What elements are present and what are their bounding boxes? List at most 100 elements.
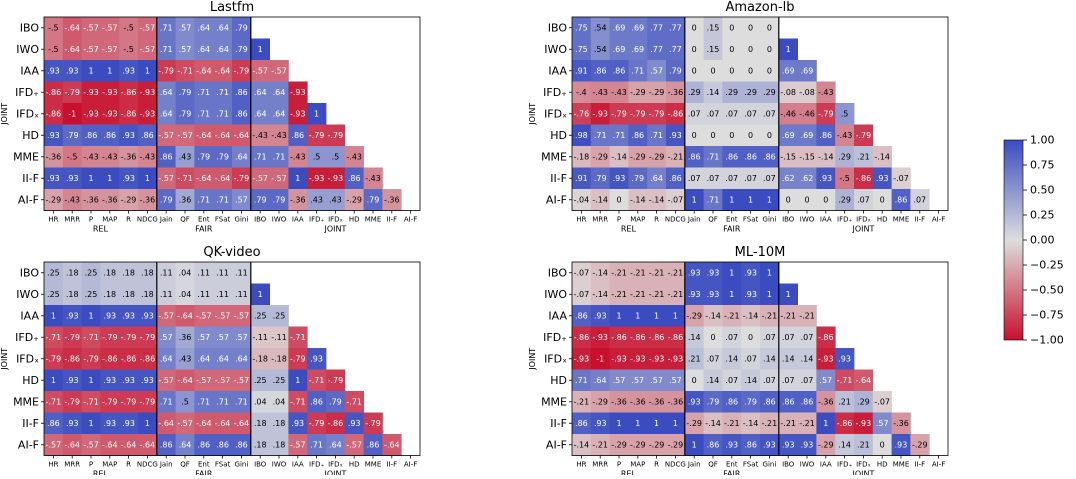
heatmap-cell: [100, 412, 120, 435]
cell-value-label: .64: [216, 45, 229, 54]
cell-value-label: -.86: [328, 419, 344, 428]
heatmap-cell: [572, 369, 592, 392]
cell-value-label: -.93: [83, 109, 99, 118]
cell-value-label: -.57: [83, 45, 99, 54]
row-tick-label: II-F: [22, 417, 39, 430]
col-tick-label: IWO: [272, 461, 287, 469]
cell-value-label: 0: [880, 440, 885, 449]
heatmap-cell: [138, 283, 158, 306]
cell-value-label: -.21: [780, 419, 796, 428]
cell-value-label: .77: [669, 23, 682, 32]
cell-value-label: .86: [160, 440, 173, 449]
heatmap-cell: [910, 434, 930, 456]
cell-value-label: -.71: [309, 376, 325, 385]
col-tick-label: FSat: [743, 461, 759, 469]
cell-value-label: 1: [88, 66, 93, 75]
heatmap-cell: [232, 60, 252, 82]
col-tick-label: Ent: [198, 216, 210, 224]
heatmap-cell: [100, 60, 120, 82]
cell-value-label: .07: [725, 376, 738, 385]
col-tick-label: MRR: [64, 461, 80, 469]
heatmap-cell: [647, 369, 667, 392]
cell-value-label: .71: [613, 131, 626, 140]
cell-value-label: .93: [66, 376, 79, 385]
heatmap-cell: [62, 412, 82, 435]
cell-value-label: -.93: [574, 354, 590, 363]
heatmap-cell: [382, 189, 402, 211]
heatmap-cell: [572, 38, 592, 61]
cell-value-label: .93: [47, 66, 60, 75]
heatmap-cell: [326, 189, 346, 211]
cell-value-label: -.93: [102, 109, 118, 118]
col-tick-label: II-F: [914, 216, 925, 224]
heatmap-cell: [156, 189, 176, 211]
heatmap-cell: [119, 17, 139, 39]
heatmap-cell: [363, 412, 383, 435]
cell-value-label: .86: [669, 174, 682, 183]
cell-value-label: 1: [107, 174, 112, 183]
cell-value-label: .93: [47, 174, 60, 183]
heatmap-cell: [703, 124, 723, 147]
heatmap-cell: [232, 412, 252, 435]
col-tick-label: P: [617, 461, 621, 469]
cell-value-label: -.36: [630, 397, 646, 406]
heatmap-cell: [778, 434, 798, 456]
heatmap-cell: [62, 146, 82, 168]
cell-value-label: -.86: [121, 88, 137, 97]
cell-value-label: -.21: [630, 268, 646, 277]
cell-value-label: .11: [235, 268, 248, 277]
cell-value-label: -.93: [140, 88, 156, 97]
heatmap-cell: [797, 146, 817, 168]
cell-value-label: 0: [692, 23, 697, 32]
cell-value-label: .14: [763, 354, 776, 363]
cell-value-label: -.93: [290, 88, 306, 97]
heatmap-cell: [572, 434, 592, 456]
heatmap-cell: [307, 103, 327, 125]
cell-value-label: .57: [179, 45, 192, 54]
heatmap-cell: [684, 305, 704, 327]
heatmap-cell: [81, 146, 101, 168]
cell-value-label: .69: [613, 23, 626, 32]
cell-value-label: 0: [748, 131, 753, 140]
cell-value-label: -.08: [780, 88, 796, 97]
cell-value-label: .86: [801, 397, 814, 406]
heatmap-cell: [175, 391, 195, 413]
cell-value-label: .93: [801, 440, 814, 449]
heatmap-cell: [572, 103, 592, 125]
heatmap-cell: [138, 434, 158, 456]
heatmap-cell: [741, 369, 761, 392]
heatmap-cell: [81, 369, 101, 392]
cell-value-label: -.64: [64, 440, 80, 449]
cell-value-label: 1: [635, 311, 640, 320]
col-tick-label: MRR: [64, 216, 80, 224]
cell-value-label: .71: [160, 23, 173, 32]
col-tick-label: IFD₊: [837, 461, 852, 469]
heatmap-cell: [156, 283, 176, 306]
heatmap-cell: [703, 326, 723, 349]
heatmap-cell: [835, 412, 855, 435]
col-tick-label: IWO: [800, 216, 815, 224]
cell-value-label: -.93: [592, 109, 608, 118]
heatmap-cell: [344, 391, 364, 413]
heatmap-cell: [647, 283, 667, 306]
cell-value-label: -.64: [215, 66, 231, 75]
cell-value-label: .86: [103, 131, 116, 140]
cell-value-label: .18: [122, 290, 135, 299]
cell-value-label: -.79: [611, 109, 627, 118]
heatmap-cell: [138, 348, 158, 370]
cell-value-label: .93: [707, 290, 720, 299]
col-tick-label: QF: [708, 216, 718, 224]
cell-value-label: .79: [179, 109, 192, 118]
cell-value-label: .07: [688, 174, 701, 183]
heatmap-cell: [307, 124, 327, 147]
heatmap-cell: [269, 189, 289, 211]
row-tick-label: IBO: [20, 266, 40, 279]
heatmap-cell: [760, 412, 780, 435]
heatmap-cell: [816, 369, 836, 392]
cell-value-label: -.57: [177, 131, 193, 140]
col-tick-label: IAA: [820, 216, 832, 224]
cell-value-label: -.36: [102, 195, 118, 204]
cell-value-label: .36: [179, 195, 192, 204]
heatmap-cell: [666, 412, 686, 435]
heatmap-cell: [175, 124, 195, 147]
